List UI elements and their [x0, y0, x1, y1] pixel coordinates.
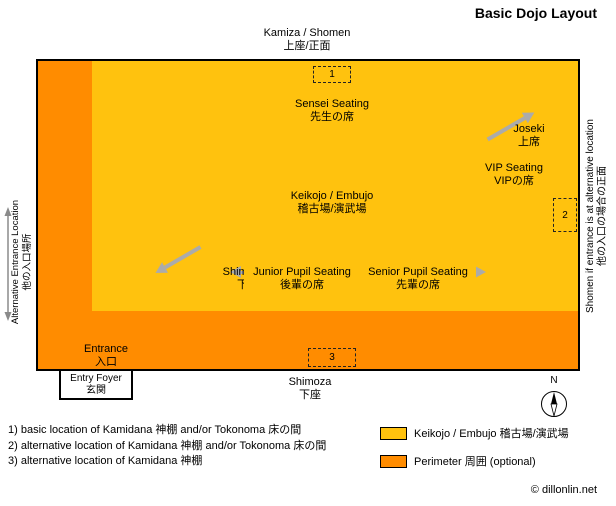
entrance-label: Entrance 入口: [56, 343, 156, 369]
copyright: © dillonlin.net: [530, 484, 597, 496]
marker-2: 2: [553, 198, 577, 232]
entrance-jp: 入口: [95, 356, 117, 368]
senior-pupil-label: Senior Pupil Seating 先輩の席: [360, 266, 476, 292]
sensei-seating-label: Sensei Seating 先生の席: [232, 98, 432, 124]
entrance-en: Entrance: [83, 343, 129, 355]
legend-keikojo-swatch: [380, 427, 407, 440]
joseki-en: Joseki: [513, 123, 545, 135]
entry-foyer: Entry Foyer 玄関: [59, 369, 133, 400]
footnotes: 1) basic location of Kamidana 神棚 and/or …: [8, 423, 326, 470]
right-shomen-jp: 他の入口の場合の正面: [597, 166, 608, 266]
page-title: Basic Dojo Layout: [474, 5, 597, 21]
joseki-label: Joseki 上席: [489, 123, 569, 149]
joseki-jp: 上席: [518, 136, 540, 148]
legend-keikojo-label: Keikojo / Embujo 稽古場/演武場: [414, 428, 569, 440]
compass-north-label: N: [550, 375, 558, 386]
right-shomen-en: Shomen if entrance is at alternative loc…: [585, 119, 596, 313]
kamiza-label-en: Kamiza / Shomen: [263, 27, 351, 39]
marker-1: 1: [313, 66, 351, 83]
vip-jp: VIPの席: [494, 175, 534, 187]
footnote-1: 1) basic location of Kamidana 神棚 and/or …: [8, 424, 302, 436]
sensei-seating-jp: 先生の席: [310, 111, 354, 123]
senior-pupil-jp: 先輩の席: [396, 279, 440, 291]
keikojo-label: Keikojo / Embujo 稽古場/演武場: [232, 190, 432, 216]
right-shomen-label: Shomen if entrance is at alternative loc…: [585, 96, 611, 336]
senior-pupil-en: Senior Pupil Seating: [368, 266, 468, 278]
junior-pupil-en: Junior Pupil Seating: [253, 266, 351, 278]
shimoza-jp: 下座: [299, 389, 321, 401]
left-alt-entrance-label: Alternative Entrance Location 他の入口場所: [10, 187, 36, 337]
sensei-seating-en: Sensei Seating: [295, 98, 369, 110]
legend-perimeter-swatch: [380, 455, 407, 468]
kamiza-label: Kamiza / Shomen 上座/正面: [187, 27, 427, 53]
dojo-floor: 1 2 3 Sensei Seating 先生の席 Joseki 上席 VIP …: [36, 59, 580, 371]
entry-foyer-jp: 玄関: [86, 384, 106, 396]
alt-entrance-arrow-icon: [4, 207, 12, 321]
kamiza-label-jp: 上座/正面: [283, 40, 331, 52]
entry-foyer-en: Entry Foyer: [70, 372, 122, 384]
keikojo-en: Keikojo / Embujo: [290, 190, 374, 202]
junior-pupil-jp: 後輩の席: [280, 279, 324, 291]
left-alt-entrance-jp: 他の入口場所: [22, 233, 33, 291]
footnote-2: 2) alternative location of Kamidana 神棚 a…: [8, 439, 327, 452]
shimoza-en: Shimoza: [288, 376, 332, 388]
legend-perimeter-label: Perimeter 周囲 (optional): [414, 456, 536, 468]
footnote-3: 3) alternative location of Kamidana 神棚: [8, 455, 203, 467]
junior-pupil-label: Junior Pupil Seating 後輩の席: [244, 266, 360, 292]
compass-icon: [541, 391, 567, 417]
vip-en: VIP Seating: [485, 162, 543, 174]
keikojo-jp: 稽古場/演武場: [297, 203, 367, 215]
marker-3: 3: [308, 348, 356, 367]
shimoza-label: Shimoza 下座: [230, 376, 390, 402]
left-alt-entrance-en: Alternative Entrance Location: [10, 199, 21, 325]
vip-seating-label: VIP Seating VIPの席: [454, 162, 574, 188]
